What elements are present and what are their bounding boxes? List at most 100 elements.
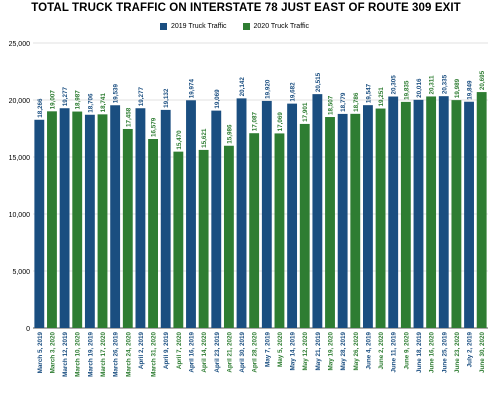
bar-value-label: 17,458 [125, 107, 132, 127]
legend-label-2020: 2020 Truck Traffic [253, 22, 310, 30]
x-tick-label: April 23, 2019 [214, 332, 221, 373]
bar [476, 92, 487, 329]
y-tick-label: 25,000 [9, 41, 31, 48]
y-tick-label: 5,000 [12, 269, 30, 276]
bar [375, 108, 386, 328]
bar-value-label: 19,974 [188, 79, 195, 99]
bar-value-label: 16,579 [151, 117, 158, 137]
x-tick-label: June 2, 2020 [378, 332, 385, 370]
bar-value-label: 20,695 [479, 70, 486, 90]
bar-value-label: 19,682 [290, 82, 297, 102]
bar [464, 101, 474, 328]
bar [287, 103, 298, 328]
x-tick-label: March 5, 2019 [37, 332, 44, 374]
bar [337, 113, 348, 328]
bar-value-label: 18,507 [328, 95, 335, 115]
bar-value-label: 19,547 [365, 83, 372, 103]
bar-value-label: 20,311 [429, 75, 436, 94]
x-tick-label: July 2, 2019 [467, 332, 474, 368]
bar [312, 94, 323, 328]
bar [363, 105, 373, 328]
bar [299, 123, 310, 329]
x-tick-label: May 7, 2019 [264, 332, 271, 368]
x-tick-label: March 26, 2019 [113, 332, 120, 377]
x-tick-label: March 31, 2020 [151, 332, 158, 377]
x-tick-label: May 5, 2020 [277, 332, 284, 368]
x-tick-label: June 25, 2019 [441, 332, 448, 373]
legend-item-2019: 2019 Truck Traffic [160, 22, 227, 30]
legend-swatch-2019 [160, 22, 167, 30]
bar-value-label: 15,621 [201, 128, 208, 148]
bar-value-label: 19,920 [264, 79, 271, 99]
bar-value-label: 19,539 [113, 83, 120, 103]
bar [223, 145, 234, 328]
x-tick-label: May 14, 2019 [290, 332, 297, 371]
x-tick-label: April 7, 2020 [176, 332, 183, 370]
chart-title: TOTAL TRUCK TRAFFIC ON INTERSTATE 78 JUS… [31, 2, 461, 14]
bar-value-label: 20,335 [441, 74, 448, 94]
bar [160, 109, 171, 328]
x-tick-label: June 4, 2019 [365, 332, 372, 370]
y-tick-label: 10,000 [9, 212, 31, 219]
bar [388, 96, 399, 328]
bar [350, 113, 361, 328]
bar-value-label: 19,989 [454, 78, 461, 98]
bar-value-label: 18,706 [87, 93, 94, 113]
x-tick-label: May 21, 2019 [315, 332, 322, 371]
bar-value-label: 20,515 [315, 72, 322, 92]
bar-value-label: 20,142 [239, 77, 246, 97]
x-tick-label: March 3, 2020 [49, 332, 56, 374]
x-tick-label: June 9, 2020 [403, 332, 410, 370]
x-tick-label: March 24, 2020 [125, 332, 132, 377]
x-tick-label: March 19, 2019 [87, 332, 94, 377]
y-tick-label: 0 [26, 326, 30, 333]
bar [135, 108, 146, 328]
bar-value-label: 18,779 [340, 92, 347, 112]
x-tick-label: March 17, 2020 [100, 332, 107, 377]
x-tick-label: April 9, 2019 [163, 332, 170, 370]
bar [325, 117, 335, 328]
x-tick-label: May 12, 2020 [302, 332, 309, 371]
x-tick-label: March 12, 2019 [62, 332, 69, 377]
bar-value-label: 20,305 [391, 75, 398, 95]
x-tick-label: June 16, 2020 [429, 332, 436, 373]
x-tick-label: June 30, 2020 [479, 332, 486, 373]
x-tick-label: April 2, 2019 [138, 332, 145, 370]
bar [186, 100, 196, 328]
x-tick-label: June 23, 2020 [454, 332, 461, 373]
bar [59, 108, 70, 328]
bar [274, 133, 285, 328]
bar [148, 138, 158, 328]
bar-value-label: 18,987 [75, 90, 82, 110]
bar-value-label: 19,069 [214, 89, 221, 109]
bar [236, 98, 247, 329]
bar-value-label: 18,786 [353, 92, 360, 112]
legend-label-2019: 2019 Truck Traffic [171, 22, 227, 30]
bar-value-label: 17,901 [302, 102, 309, 122]
bar-value-label: 18,266 [37, 98, 44, 118]
bar-value-label: 18,741 [100, 93, 107, 113]
bar-value-label: 20,016 [416, 78, 423, 98]
bar [198, 149, 209, 328]
x-tick-label: May 19, 2020 [328, 332, 335, 371]
bar-value-label: 19,277 [62, 86, 69, 106]
bar [84, 114, 95, 328]
bar-value-label: 17,069 [277, 112, 284, 132]
y-tick-label: 15,000 [9, 155, 31, 162]
bar [72, 111, 83, 328]
bar [211, 110, 222, 328]
bar-value-label: 17,087 [252, 111, 259, 131]
x-tick-label: June 11, 2019 [391, 332, 398, 373]
bar [261, 100, 272, 328]
x-tick-label: May 26, 2020 [353, 332, 360, 371]
bar [451, 100, 462, 328]
bar [173, 151, 184, 328]
bar-value-label: 19,007 [49, 90, 56, 110]
bar-value-label: 19,251 [378, 87, 385, 107]
y-tick-label: 20,000 [9, 98, 31, 105]
bar-value-label: 19,277 [138, 86, 145, 106]
bar [47, 111, 57, 329]
bar [110, 105, 121, 328]
x-tick-label: March 10, 2020 [75, 332, 82, 377]
